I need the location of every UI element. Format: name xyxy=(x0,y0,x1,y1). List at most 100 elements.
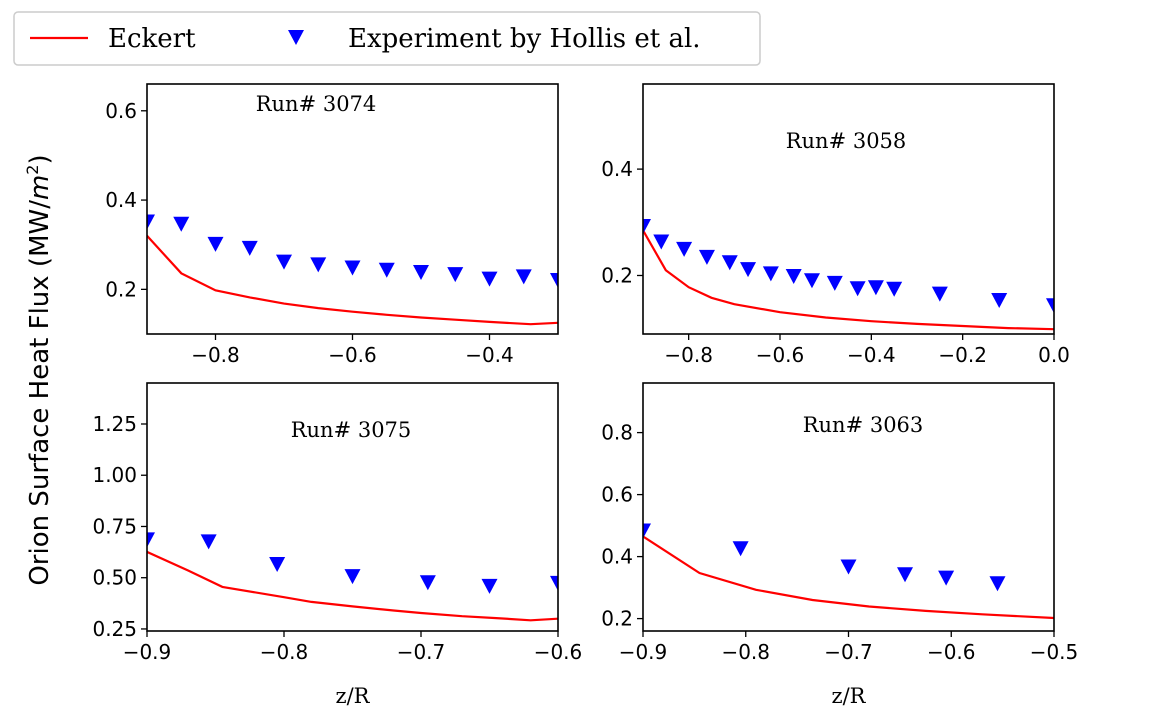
x-tick-label: −0.9 xyxy=(619,640,668,664)
x-tick-label: −0.8 xyxy=(260,640,309,664)
x-tick-label: −0.4 xyxy=(465,343,514,367)
experiment-point xyxy=(931,286,948,302)
experiment-point xyxy=(550,272,558,288)
plot-area xyxy=(643,84,1054,334)
legend-label-eckert: Eckert xyxy=(108,24,196,54)
y-tick-label: 0.25 xyxy=(92,617,137,641)
x-tick-label: −0.6 xyxy=(534,640,583,664)
x-axis-label: z/R xyxy=(832,684,867,708)
experiment-point xyxy=(515,269,532,285)
plot-frame xyxy=(642,83,1055,335)
experiment-point xyxy=(762,266,779,282)
y-tick-label: 0.8 xyxy=(601,421,633,445)
y-tick-label: 0.4 xyxy=(601,545,633,569)
experiment-point xyxy=(344,569,361,585)
experiment-point xyxy=(676,241,693,257)
experiment-point xyxy=(241,240,258,256)
experiment-point xyxy=(867,280,884,296)
run-label: Run# 3063 xyxy=(803,413,924,437)
run-label: Run# 3075 xyxy=(291,418,412,442)
figure-ylabel-unit-exp: 2 xyxy=(23,165,42,175)
experiment-point xyxy=(147,532,155,548)
experiment-point xyxy=(991,292,1008,308)
plot-series xyxy=(147,532,558,622)
y-tick-label: 0.2 xyxy=(105,277,137,301)
y-tick-label: 0.6 xyxy=(105,99,137,123)
y-tick-label: 0.6 xyxy=(601,483,633,507)
x-tick-label: −0.7 xyxy=(397,640,446,664)
run-label: Run# 3074 xyxy=(256,92,377,116)
subplot-2: −0.8 −0.6 −0.4 −0.2 0.0 0.2 0.4 Run# 3058 xyxy=(601,83,1070,367)
experiment-point xyxy=(481,578,498,594)
plot-frame xyxy=(146,83,559,335)
experiment-point xyxy=(849,281,866,297)
x-tick-label: −0.8 xyxy=(191,343,240,367)
experiment-point xyxy=(653,234,670,250)
x-tick-label: 0.0 xyxy=(1038,343,1070,367)
experiment-point xyxy=(989,576,1006,592)
experiment-point xyxy=(200,534,217,550)
plot-area xyxy=(147,84,558,334)
x-tick-label: −0.6 xyxy=(927,640,976,664)
experiment-point xyxy=(886,281,903,297)
plot-frame xyxy=(642,382,1055,632)
experiment-point xyxy=(344,260,361,276)
figure-ylabel-unit-m: m xyxy=(25,175,55,200)
x-tick-label: −0.2 xyxy=(938,343,987,367)
x-axis-label: z/R xyxy=(336,684,371,708)
experiment-point xyxy=(840,559,857,575)
legend: Eckert Experiment by Hollis et al. xyxy=(13,11,761,66)
experiment-point xyxy=(481,271,498,287)
experiment-point xyxy=(938,570,955,586)
experiment-point xyxy=(721,255,738,271)
subplot-1: −0.8 −0.6 −0.4 0.2 0.4 0.6 Run# 3074 xyxy=(105,83,559,367)
experiment-point xyxy=(269,556,286,572)
y-tick-label: 0.75 xyxy=(92,514,137,538)
legend-label-experiment: Experiment by Hollis et al. xyxy=(348,24,701,54)
experiment-point xyxy=(276,254,292,270)
figure-ylabel: Orion Surface Heat Flux (MW/m2) xyxy=(23,154,55,585)
y-tick-label: 0.50 xyxy=(92,566,137,590)
plot-area xyxy=(643,383,1054,631)
y-tick-label: 0.2 xyxy=(601,263,633,287)
experiment-point xyxy=(826,275,843,291)
x-tick-label: −0.5 xyxy=(1030,640,1079,664)
experiment-point xyxy=(897,567,914,583)
x-tick-label: −0.8 xyxy=(721,640,770,664)
eckert-line xyxy=(147,235,558,326)
plot-frame xyxy=(146,382,559,632)
experiment-point xyxy=(447,267,464,283)
subplot-grid: −0.8 −0.6 −0.40.20.40.6 Run# 3074−0.8 −0.6 −0… xyxy=(92,83,1079,708)
x-tick-label: −0.7 xyxy=(824,640,873,664)
eckert-line xyxy=(643,229,1054,331)
experiment-point xyxy=(803,273,820,289)
experiment-point xyxy=(147,214,155,230)
experiment-point xyxy=(732,541,749,557)
y-tick-label: 0.4 xyxy=(105,188,137,212)
experiment-point xyxy=(740,262,757,278)
experiment-point xyxy=(698,249,715,265)
experiment-point xyxy=(643,219,651,235)
experiment-point xyxy=(643,523,651,539)
experiment-point xyxy=(378,262,395,278)
eckert-line xyxy=(643,535,1054,620)
y-tick-label: 0.4 xyxy=(601,157,633,181)
plot-series xyxy=(147,214,558,326)
run-label: Run# 3058 xyxy=(786,129,907,153)
x-tick-label: −0.6 xyxy=(756,343,805,367)
y-tick-label: 0.2 xyxy=(601,607,633,631)
figure-ylabel-close: ) xyxy=(25,154,55,164)
plot-series xyxy=(643,523,1054,620)
legend-triangle-swatch xyxy=(288,30,304,45)
x-tick-label: −0.4 xyxy=(847,343,896,367)
x-tick-label: −0.9 xyxy=(123,640,172,664)
y-tick-label: 1.00 xyxy=(92,463,137,487)
x-tick-label: −0.6 xyxy=(328,343,377,367)
experiment-point xyxy=(419,575,436,591)
subplot-3: −0.9 −0.8 −0.7 −0.6 0.25 0.50 0.75 1.00 1.25 Run#… xyxy=(92,382,583,708)
experiment-point xyxy=(1046,298,1054,314)
y-tick-label: 1.25 xyxy=(92,412,137,436)
eckert-line xyxy=(147,550,558,622)
legend-frame xyxy=(13,11,761,66)
